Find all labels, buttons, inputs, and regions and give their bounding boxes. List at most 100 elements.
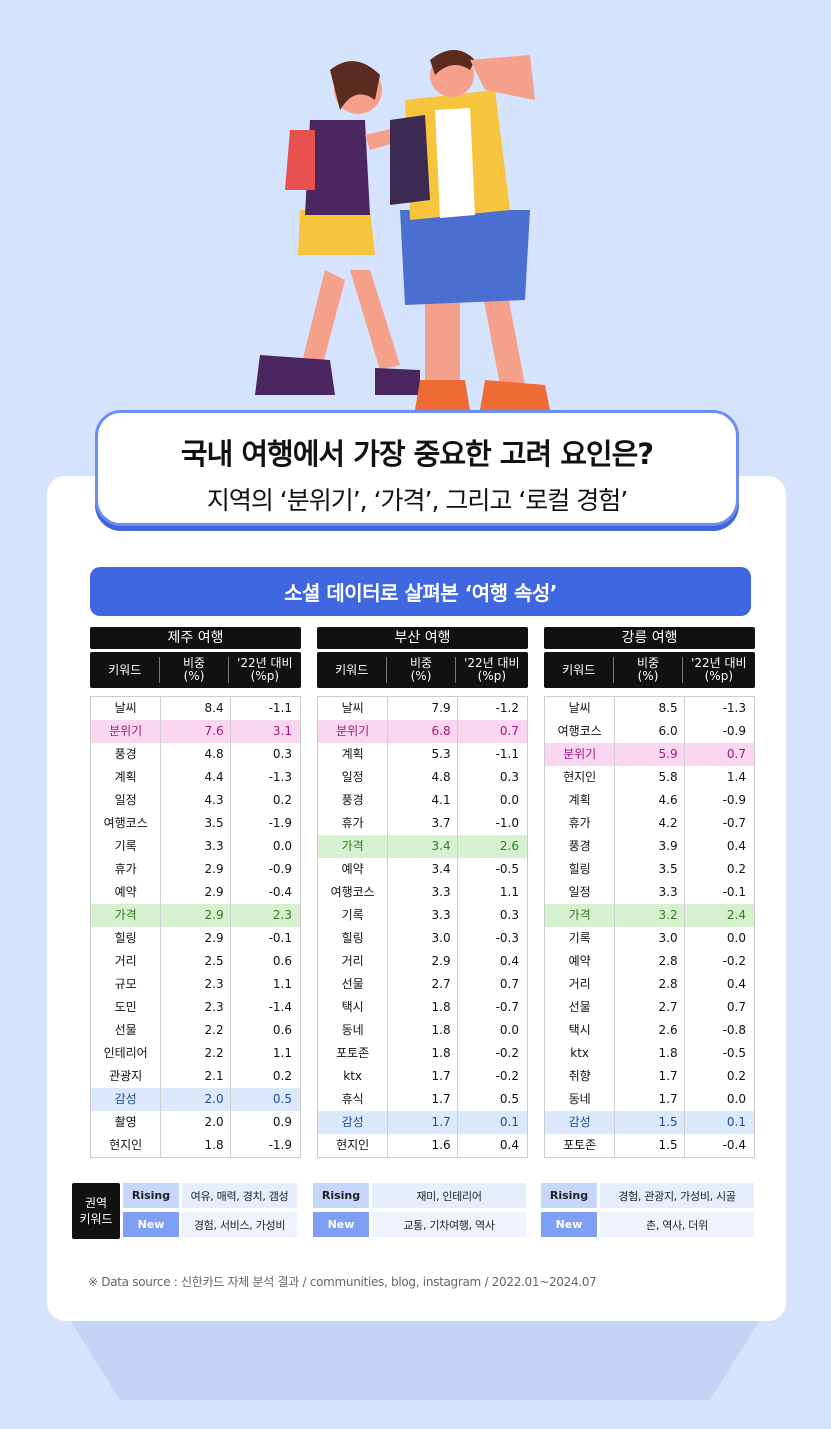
header-share-unit: (%) xyxy=(183,669,205,683)
table-row: 분위기 7.6 3.1 xyxy=(91,720,300,743)
share-cell: 2.7 xyxy=(431,977,451,991)
yoy-cell: -0.7 xyxy=(722,816,746,830)
share-cell: 3.9 xyxy=(658,839,678,853)
main-title: 국내 여행에서 가장 중요한 고려 요인은? xyxy=(180,437,654,471)
yoy-cell: -1.4 xyxy=(268,1000,292,1014)
keyword-cell: 선물 xyxy=(341,977,364,991)
keyword-cell: 예약 xyxy=(114,885,137,899)
card-shadow xyxy=(70,1320,760,1400)
table-row: 동네 1.8 0.0 xyxy=(318,1019,527,1042)
yoy-cell: -0.4 xyxy=(268,885,292,899)
keyword-cell: 가격 xyxy=(568,908,591,922)
yoy-cell: -1.3 xyxy=(722,701,746,715)
table-row: 규모 2.3 1.1 xyxy=(91,973,300,996)
header-share-unit: (%) xyxy=(410,669,432,683)
table-row: 감성 2.0 0.5 xyxy=(91,1088,300,1111)
share-cell: 2.7 xyxy=(658,1000,678,1014)
keyword-cell: 기록 xyxy=(568,931,591,945)
table-row: ktx 1.7 -0.2 xyxy=(318,1065,527,1088)
header-yoy-unit: (%p) xyxy=(704,669,734,683)
share-cell: 5.9 xyxy=(658,747,678,761)
share-cell: 8.5 xyxy=(658,701,678,715)
yoy-cell: 0.0 xyxy=(499,1023,519,1037)
keyword-cell: 분위기 xyxy=(336,724,370,738)
keyword-cell: 촬영 xyxy=(114,1115,137,1129)
yoy-cell: -1.0 xyxy=(495,816,519,830)
table-row: 계획 5.3 -1.1 xyxy=(318,743,527,766)
keyword-cell: 거리 xyxy=(568,977,591,991)
yoy-cell: -0.2 xyxy=(495,1046,519,1060)
yoy-cell: -1.9 xyxy=(268,1138,292,1152)
header-yoy: '22년 대비 (%p) xyxy=(229,657,301,683)
share-cell: 8.4 xyxy=(204,701,224,715)
keyword-cell: 예약 xyxy=(341,862,364,876)
keyword-cell: 힐링 xyxy=(341,931,364,945)
yoy-cell: 0.7 xyxy=(499,724,519,738)
new-keywords: 교통, 기차여행, 역사 xyxy=(372,1212,526,1237)
table-row: 예약 3.4 -0.5 xyxy=(318,858,527,881)
header-keyword: 키워드 xyxy=(335,662,369,677)
keyword-cell: 풍경 xyxy=(568,839,591,853)
table-row: 휴식 1.7 0.5 xyxy=(318,1088,527,1111)
yoy-cell: 0.6 xyxy=(272,1023,292,1037)
new-row: New 촌, 역사, 더위 xyxy=(541,1212,754,1237)
keyword-label: 권역 키워드 xyxy=(72,1183,120,1239)
yoy-cell: 0.2 xyxy=(726,1069,746,1083)
yoy-cell: 0.0 xyxy=(499,793,519,807)
table-row: 예약 2.9 -0.4 xyxy=(91,881,300,904)
share-cell: 2.9 xyxy=(204,908,224,922)
travelers-illustration xyxy=(255,50,550,410)
share-cell: 1.8 xyxy=(204,1138,224,1152)
table-row: 휴가 4.2 -0.7 xyxy=(545,812,754,835)
keyword-cell: 동네 xyxy=(341,1023,364,1037)
sub-title: 지역의 ‘분위기’, ‘가격’, 그리고 ‘로컬 경험’ xyxy=(206,486,628,515)
yoy-cell: 0.0 xyxy=(726,931,746,945)
yoy-cell: 0.5 xyxy=(499,1092,519,1106)
rising-row: Rising 여유, 매력, 경치, 갬성 xyxy=(123,1183,297,1208)
share-cell: 3.4 xyxy=(431,839,451,853)
new-tag: New xyxy=(313,1212,369,1237)
table-header: 키워드 비중 (%) '22년 대비 (%p) xyxy=(544,652,755,688)
rising-keywords: 여유, 매력, 경치, 갬성 xyxy=(182,1183,297,1208)
share-cell: 3.7 xyxy=(431,816,451,830)
table-row: 예약 2.8 -0.2 xyxy=(545,950,754,973)
yoy-cell: -1.1 xyxy=(495,747,519,761)
table-row: 인테리어 2.2 1.1 xyxy=(91,1042,300,1065)
yoy-cell: 0.4 xyxy=(499,954,519,968)
yoy-cell: 0.1 xyxy=(726,1115,746,1129)
yoy-cell: -0.8 xyxy=(722,1023,746,1037)
table-row: 택시 1.8 -0.7 xyxy=(318,996,527,1019)
table-body: 날씨 8.5 -1.3 여행코스 6.0 -0.9 분위기 5.9 0.7 현지… xyxy=(544,696,755,1158)
header-divider xyxy=(681,657,683,683)
table-header: 키워드 비중 (%) '22년 대비 (%p) xyxy=(90,652,301,688)
region-table: 제주 여행 키워드 비중 (%) '22년 대비 (%p) 날씨 8.4 -1.1 … xyxy=(90,627,301,1158)
table-row: 힐링 2.9 -0.1 xyxy=(91,927,300,950)
yoy-cell: 0.2 xyxy=(726,862,746,876)
keyword-box: Rising 여유, 매력, 경치, 갬성 New 경험, 서비스, 가성비 xyxy=(123,1183,297,1241)
keyword-cell: 포토존 xyxy=(336,1046,370,1060)
keyword-cell: 일정 xyxy=(114,793,137,807)
header-yoy-unit: (%p) xyxy=(477,669,507,683)
yoy-cell: 0.3 xyxy=(272,747,292,761)
keyword-cell: 일정 xyxy=(568,885,591,899)
keyword-cell: 취향 xyxy=(568,1069,591,1083)
keyword-cell: 거리 xyxy=(114,954,137,968)
share-cell: 3.4 xyxy=(431,862,451,876)
share-cell: 4.1 xyxy=(431,793,451,807)
share-cell: 4.8 xyxy=(431,770,451,784)
table-row: 날씨 8.4 -1.1 xyxy=(91,697,300,720)
keyword-cell: 감성 xyxy=(341,1115,364,1129)
share-cell: 2.8 xyxy=(658,954,678,968)
share-cell: 2.6 xyxy=(658,1023,678,1037)
table-row: 감성 1.5 0.1 xyxy=(545,1111,754,1134)
share-cell: 3.5 xyxy=(204,816,224,830)
share-cell: 7.6 xyxy=(204,724,224,738)
share-cell: 3.3 xyxy=(431,885,451,899)
new-keywords: 촌, 역사, 더위 xyxy=(600,1212,754,1237)
share-cell: 1.7 xyxy=(431,1069,451,1083)
keyword-cell: 선물 xyxy=(114,1023,137,1037)
title-box: 국내 여행에서 가장 중요한 고려 요인은? 지역의 ‘분위기’, ‘가격’, … xyxy=(95,410,739,526)
keyword-cell: 힐링 xyxy=(568,862,591,876)
yoy-cell: 0.0 xyxy=(726,1092,746,1106)
table-row: 풍경 4.1 0.0 xyxy=(318,789,527,812)
